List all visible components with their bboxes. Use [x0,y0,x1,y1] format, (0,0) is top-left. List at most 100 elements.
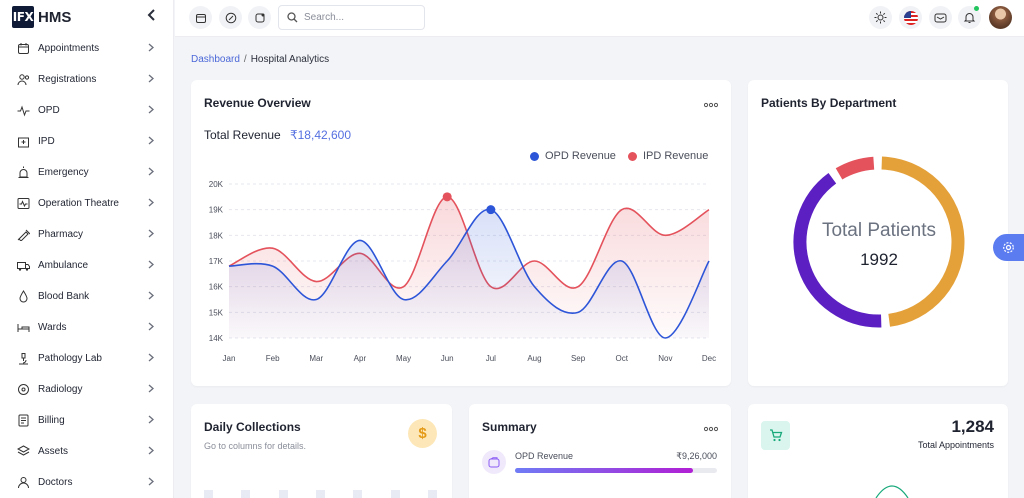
chevron-right-icon [148,446,154,455]
sidebar-item-opd[interactable]: OPD [0,95,174,126]
total-revenue-label: Total Revenue [204,128,281,142]
sidebar-item-pharmacy[interactable]: Pharmacy [0,219,174,250]
brand-logo: IFX [12,6,34,28]
edit-button[interactable] [219,6,242,29]
highlight-point-ipd[interactable] [442,192,452,202]
users-icon [17,74,30,86]
y-tick-label: 19K [209,206,224,215]
donut-slice[interactable] [793,173,882,328]
collection-bar [204,490,213,498]
microscope-icon [19,353,28,365]
note-icon [255,13,264,22]
patients-donut-chart: Total Patients 1992 [793,156,965,328]
more-dots-icon [703,102,719,108]
y-tick-label: 14K [209,334,224,343]
ambulance-icon [17,262,30,271]
y-tick-label: 16K [209,283,224,292]
x-tick-label: May [396,354,411,363]
sidebar-item-pathology-lab[interactable]: Pathology Lab [0,343,174,374]
breadcrumb-dashboard-link[interactable]: Dashboard [191,54,240,65]
search-input[interactable] [304,12,414,23]
calendar-button[interactable] [189,6,212,29]
sidebar-item-wards[interactable]: Wards [0,312,174,343]
total-appointments-label: Total Appointments [917,440,994,450]
sidebar-item-operation-theatre[interactable]: Operation Theatre [0,188,174,219]
sidebar-item-label: Assets [38,446,69,457]
user-avatar[interactable] [989,6,1012,29]
x-tick-label: Mar [309,354,323,363]
search-box[interactable] [278,5,425,30]
sidebar-item-emergency[interactable]: Emergency [0,157,174,188]
x-tick-label: Apr [354,354,367,363]
settings-fab[interactable] [993,234,1024,261]
summary-more-button[interactable] [703,421,719,435]
total-revenue-value: ₹18,42,600 [290,128,352,142]
daily-collections-card: Daily Collections Go to columns for deta… [191,404,452,498]
daily-collections-subtitle: Go to columns for details. [204,441,307,451]
chevron-right-icon [148,105,154,114]
sidebar-item-ambulance[interactable]: Ambulance [0,250,174,281]
collection-bar [353,490,362,498]
donut-slice[interactable] [881,156,965,327]
breadcrumb-current: Hospital Analytics [250,54,330,65]
doctor-icon [18,477,29,489]
bed-icon [17,324,30,332]
sidebar-item-label: Pathology Lab [38,353,102,364]
sidebar-item-assets[interactable]: Assets [0,436,174,467]
edit-icon [225,12,236,23]
blood-drop-icon [19,290,28,303]
donut-center-value: 1992 [860,250,898,269]
x-tick-label: Oct [616,354,629,363]
notes-button[interactable] [248,6,271,29]
x-tick-label: Nov [658,354,672,363]
calendar-icon [195,13,206,23]
summary-title: Summary [482,420,537,434]
gear-icon [1003,242,1014,253]
sidebar-item-radiology[interactable]: Radiology [0,374,174,405]
sidebar-collapse-button[interactable] [147,8,157,24]
chevron-right-icon [148,384,154,393]
x-tick-label: Jul [486,354,496,363]
highlight-point-opd[interactable] [486,205,496,215]
calendar-icon [18,43,29,54]
sidebar-item-appointments[interactable]: Appointments [0,33,174,64]
chevron-right-icon [148,74,154,83]
mail-icon [934,13,947,22]
layers-icon [17,445,30,456]
chevron-right-icon [148,260,154,269]
topbar [175,0,1024,37]
chevron-left-icon [147,9,155,21]
notifications-button[interactable] [958,6,981,29]
collection-bar [241,490,250,498]
revenue-overview-title: Revenue Overview [204,96,311,110]
sidebar-item-doctors[interactable]: Doctors [0,467,174,498]
hospital-icon [18,137,29,148]
sparkline-chart [875,485,909,498]
brand[interactable]: IFX HMS [12,6,71,28]
sidebar-item-registrations[interactable]: Registrations [0,64,174,95]
sidebar-item-label: Emergency [38,167,89,178]
donut-center-label: Total Patients [822,220,936,241]
legend-dot-ipd [627,151,637,161]
summary-opd-progress-fill [515,468,693,473]
us-flag-icon [903,10,918,25]
sidebar-item-blood-bank[interactable]: Blood Bank [0,281,174,312]
brand-name: HMS [38,8,72,26]
sidebar-item-billing[interactable]: Billing [0,405,174,436]
series-line-opd [228,208,710,339]
revenue-more-button[interactable] [703,97,719,111]
sidebar-item-label: Blood Bank [38,291,90,302]
sidebar-item-label: Pharmacy [38,229,84,240]
language-button[interactable] [899,6,922,29]
sidebar-item-ipd[interactable]: IPD [0,126,174,157]
theme-toggle-button[interactable] [869,6,892,29]
radiology-icon [18,384,29,395]
collection-bar [279,490,288,498]
messages-button[interactable] [929,6,952,29]
summary-card: Summary OPD Revenue ₹9,26,000 [469,404,731,498]
collection-bar [428,490,437,498]
donut-slice[interactable] [835,156,875,180]
patients-by-department-card: Patients By Department Total Patients 19… [748,80,1008,386]
notification-dot [974,6,979,11]
sidebar-item-label: Appointments [38,43,100,54]
